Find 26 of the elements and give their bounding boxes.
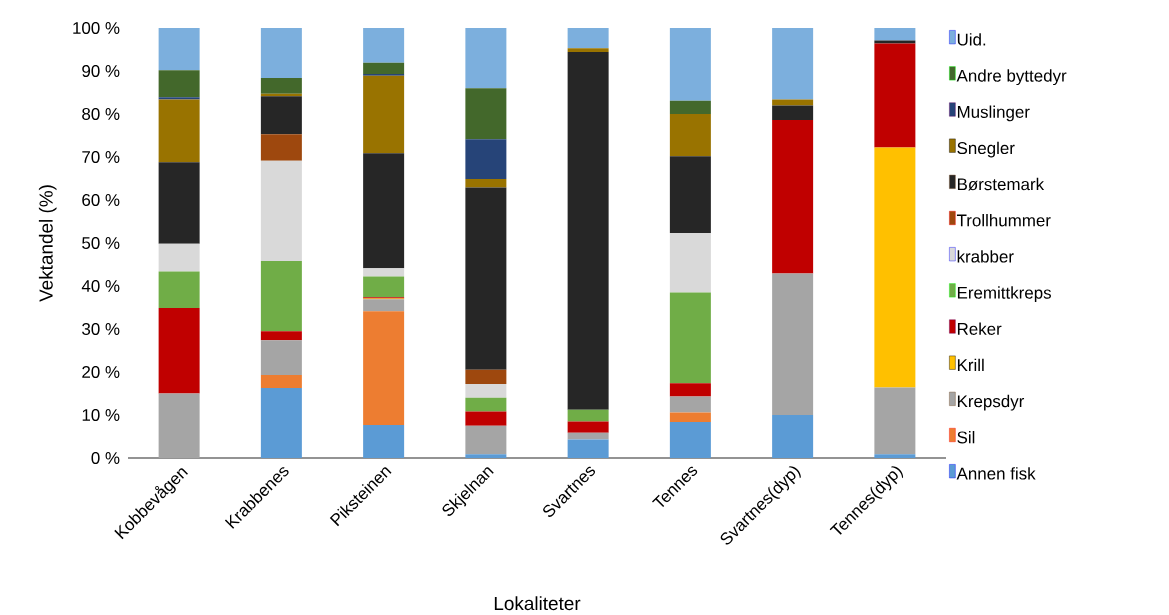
y-tick-label: 40 % [81,280,120,292]
legend-label: Eremittkreps [957,286,1051,303]
y-tick-label: 100 % [73,22,120,34]
y-tick-label: 20 % [82,366,120,378]
legend-label: Muslinger [957,105,1030,122]
legend-label: Krepsdyr [957,394,1025,411]
legend-label: Uid. [957,33,986,46]
legend-label: Andre byttedyr [956,69,1067,86]
y-tick-label: 10 % [82,409,120,421]
legend-label: Sil [957,431,975,444]
y-tick-label: 80 % [82,108,120,120]
legend-label: Snegler [957,141,1015,158]
y-tick-label: 0 % [91,452,120,464]
x-axis-title: Lokaliteter [494,596,581,611]
y-tick-label: 30 % [82,323,120,335]
legend-label: Trollhummer [956,213,1051,227]
legend-label: krabber [957,250,1014,263]
legend-label: Børstemark [957,177,1045,191]
y-tick-label: 60 % [82,194,120,206]
legend-label: Krill [957,358,984,371]
y-axis-title: Vektandel (%) [38,185,57,302]
y-tick-label: 90 % [82,65,120,77]
legend-label: Annen fisk [956,467,1036,480]
y-tick-label: 70 % [82,151,120,163]
y-tick-label: 50 % [82,237,120,249]
legend-label: Reker [957,322,1002,335]
